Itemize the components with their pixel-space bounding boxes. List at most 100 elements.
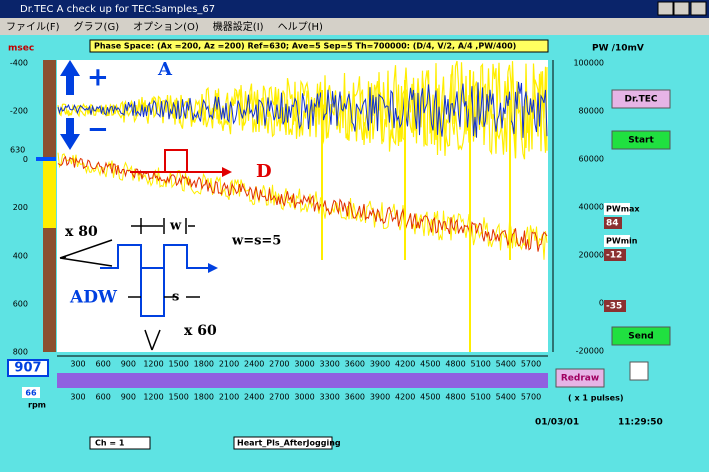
x60-arrows bbox=[144, 329, 161, 351]
x-tick-label: 5100 bbox=[470, 360, 490, 369]
x-tick-label: 3900 bbox=[370, 360, 390, 369]
header-text: Phase Space: (Ax =200, Az =200) Ref=630;… bbox=[94, 42, 516, 51]
x-tick-label: 1200 bbox=[143, 360, 163, 369]
x-tick-label-2: 2700 bbox=[269, 393, 289, 402]
x-unit: ( x 1 pulses) bbox=[568, 394, 624, 403]
adw-arrow bbox=[208, 263, 218, 273]
right-tick-label: -20000 bbox=[576, 347, 604, 356]
header-strip bbox=[89, 39, 549, 53]
x-tick-label: 600 bbox=[96, 360, 111, 369]
lower-yellow bbox=[57, 152, 548, 260]
drtec-button[interactable] bbox=[611, 89, 671, 109]
minimize[interactable] bbox=[657, 1, 674, 16]
label-d: D bbox=[256, 161, 272, 182]
x-tick-label-2: 4200 bbox=[395, 393, 415, 402]
red-trace bbox=[57, 155, 548, 252]
left-tick-label: 600 bbox=[13, 300, 28, 309]
left-tick-label: 200 bbox=[13, 203, 28, 212]
maximize[interactable] bbox=[673, 1, 690, 16]
label-w: w bbox=[169, 219, 182, 234]
x-tick-label-2: 300 bbox=[70, 393, 85, 402]
x-tick-label-2: 1800 bbox=[194, 393, 214, 402]
x-tick-label-2: 1200 bbox=[143, 393, 163, 402]
x-tick-label-2: 3000 bbox=[294, 393, 314, 402]
x-tick-label: 5700 bbox=[521, 360, 541, 369]
x-tick-label-2: 1500 bbox=[168, 393, 188, 402]
diagram bbox=[59, 60, 232, 351]
yellow-band bbox=[57, 61, 548, 159]
pwmin-label-box bbox=[604, 235, 630, 247]
channel-box bbox=[89, 436, 151, 450]
window-title: Dr.TEC A check up for TEC:Samples_67 bbox=[20, 4, 215, 15]
ref-label: 630 bbox=[10, 146, 25, 155]
pwmax-box bbox=[604, 217, 622, 229]
arrow-up bbox=[60, 60, 80, 95]
right-axis-label: PW /10mV bbox=[592, 44, 644, 54]
drtec-button-text[interactable]: Dr.TEC bbox=[625, 95, 658, 105]
minus: − bbox=[87, 115, 109, 145]
x-tick-label-2: 900 bbox=[121, 393, 136, 402]
x-tick-label: 3600 bbox=[345, 360, 365, 369]
left-tick-label: -200 bbox=[10, 107, 28, 116]
x-tick-label-2: 5400 bbox=[496, 393, 516, 402]
rate-unit: rpm bbox=[28, 401, 46, 410]
channel: Ch = 1 bbox=[95, 439, 125, 448]
rate-box bbox=[22, 387, 40, 398]
other-box bbox=[604, 300, 626, 312]
menu-item[interactable]: オプション(O) bbox=[133, 21, 199, 33]
menu-item[interactable]: 機器設定(I) bbox=[213, 20, 264, 33]
x-tick-label: 4200 bbox=[395, 360, 415, 369]
pwmin-box bbox=[604, 249, 626, 261]
title-bar bbox=[0, 0, 709, 18]
left-tick-label: 800 bbox=[13, 348, 28, 357]
label-ws: w=s=5 bbox=[231, 234, 281, 249]
redraw-button[interactable] bbox=[555, 368, 605, 388]
x80-arrows bbox=[59, 239, 113, 267]
x-tick-label-2: 4800 bbox=[445, 393, 465, 402]
right-tick-label: 0 bbox=[599, 299, 604, 308]
menu-item[interactable]: ファイル(F) bbox=[6, 22, 60, 33]
progress-bar bbox=[57, 373, 548, 388]
menu-item[interactable]: グラフ(G) bbox=[74, 20, 120, 33]
x-tick-label: 4800 bbox=[445, 360, 465, 369]
buttons[interactable]: Dr.TEC Start Send Redraw bbox=[555, 89, 671, 388]
left-tick-label: -400 bbox=[10, 59, 28, 68]
start-button-text[interactable]: Start bbox=[628, 136, 654, 146]
blue-trace bbox=[57, 81, 548, 138]
left-tick-label: 400 bbox=[13, 251, 28, 260]
time: 11:29:50 bbox=[618, 418, 663, 428]
window-controls[interactable] bbox=[657, 1, 707, 16]
pwmax-label-box bbox=[604, 203, 630, 215]
start-button[interactable] bbox=[611, 130, 671, 150]
x-tick-label: 3300 bbox=[319, 360, 339, 369]
count-box bbox=[7, 359, 49, 377]
x-tick-label: 1800 bbox=[194, 360, 214, 369]
other-value: -35 bbox=[606, 302, 622, 312]
left-tick-label: 0 bbox=[23, 155, 28, 164]
x-tick-label: 2700 bbox=[269, 360, 289, 369]
x-tick-label-2: 2400 bbox=[244, 393, 264, 402]
close[interactable] bbox=[690, 1, 707, 16]
right-tick-label: 40000 bbox=[579, 203, 604, 212]
right-tick-label: 20000 bbox=[579, 251, 604, 260]
x-tick-label: 2400 bbox=[244, 360, 264, 369]
count-value: 907 bbox=[14, 361, 41, 376]
x-tick-label: 5400 bbox=[496, 360, 516, 369]
x-tick-label-2: 3600 bbox=[345, 393, 365, 402]
redraw-button-text[interactable]: Redraw bbox=[561, 374, 599, 384]
icon-button[interactable] bbox=[629, 361, 649, 381]
date: 01/03/01 bbox=[535, 418, 579, 428]
adw-down bbox=[140, 268, 165, 317]
pwmax-label: PWmax bbox=[606, 205, 640, 214]
menu-item[interactable]: ヘルプ(H) bbox=[278, 21, 323, 33]
rate-value: 66 bbox=[25, 389, 37, 398]
send-button[interactable] bbox=[611, 326, 671, 346]
send-button-text[interactable]: Send bbox=[628, 332, 653, 342]
file-box bbox=[233, 436, 333, 450]
label-a: A bbox=[157, 59, 173, 80]
x-tick-label-2: 3900 bbox=[370, 393, 390, 402]
x-tick-label-2: 3300 bbox=[319, 393, 339, 402]
label-x60: x 60 bbox=[184, 323, 217, 339]
x-tick-label: 3000 bbox=[294, 360, 314, 369]
